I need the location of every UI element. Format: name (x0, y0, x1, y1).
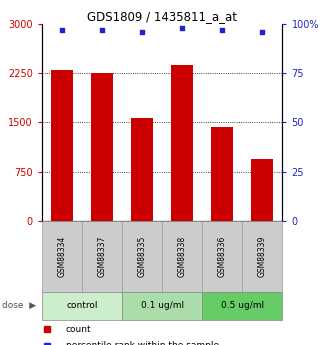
Bar (211, 127, 233, 221)
Point (260, 29, 265, 35)
Point (100, 27, 105, 33)
Point (220, 27, 225, 33)
Bar (162, 221, 202, 292)
Text: GSM88336: GSM88336 (218, 236, 227, 277)
Bar (242, 221, 282, 292)
Text: GSM88334: GSM88334 (57, 236, 66, 277)
Bar (82, 221, 122, 292)
Text: dose  ▶: dose ▶ (2, 301, 36, 310)
Text: GSM88339: GSM88339 (258, 236, 267, 277)
Bar (251, 159, 273, 221)
Bar (171, 65, 193, 221)
Text: GSM88337: GSM88337 (97, 236, 107, 277)
Point (140, 29, 145, 35)
Text: GSM88335: GSM88335 (137, 236, 147, 277)
Bar (202, 292, 282, 320)
Bar (202, 221, 242, 292)
Bar (131, 118, 153, 221)
Point (59, 27, 64, 33)
Bar (42, 221, 82, 292)
Text: 0.1 ug/ml: 0.1 ug/ml (141, 301, 184, 310)
Title: GDS1809 / 1435811_a_at: GDS1809 / 1435811_a_at (87, 10, 237, 23)
Text: 0.5 ug/ml: 0.5 ug/ml (221, 301, 264, 310)
Bar (42, 292, 122, 320)
Bar (122, 292, 202, 320)
Bar (91, 73, 113, 221)
Text: count: count (66, 325, 91, 334)
Bar (51, 70, 73, 221)
Point (180, 25, 185, 31)
Text: GSM88338: GSM88338 (178, 236, 187, 277)
Text: percentile rank within the sample: percentile rank within the sample (66, 341, 219, 345)
Text: control: control (66, 301, 98, 310)
Bar (122, 221, 162, 292)
